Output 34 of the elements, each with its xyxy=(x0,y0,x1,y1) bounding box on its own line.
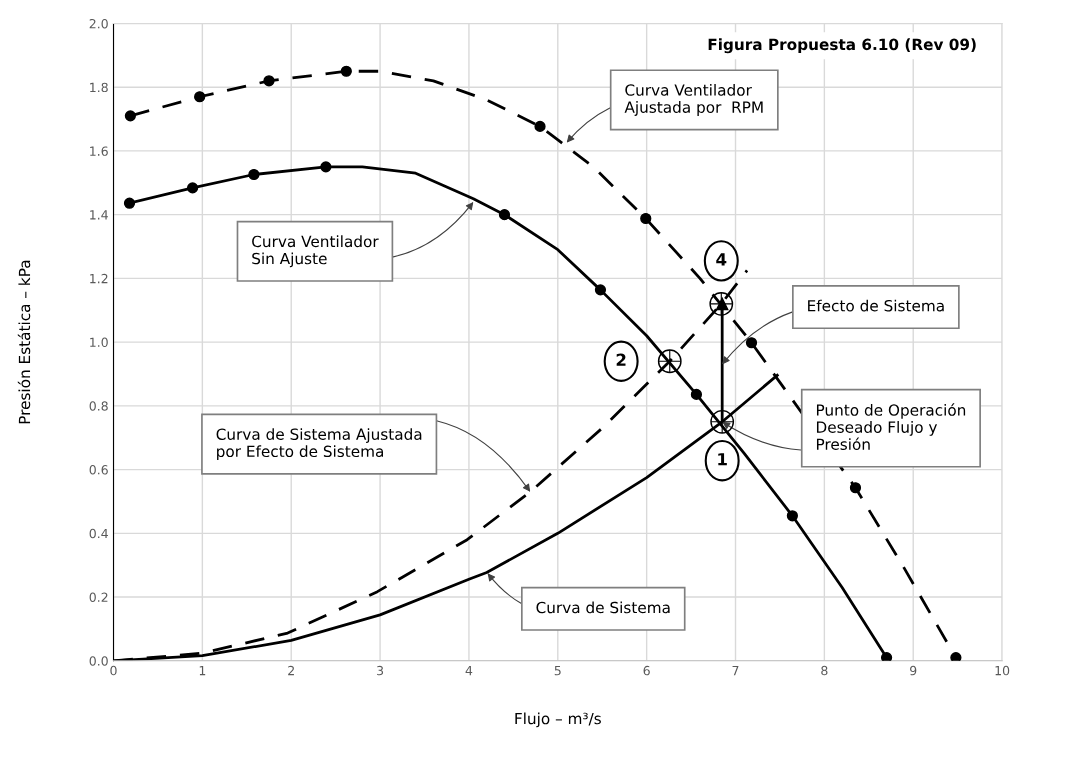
y-axis-title: Presión Estática – kPa xyxy=(17,260,31,424)
y-tick-label: 1.6 xyxy=(90,146,108,156)
annotation: Curva Ventilador Sin Ajuste xyxy=(252,235,379,268)
y-tick-label: 2.0 xyxy=(89,18,108,29)
annotation: 2 xyxy=(616,353,626,366)
y-tick-label: 0.0 xyxy=(89,656,108,666)
annotation: 1 xyxy=(718,453,727,466)
annotation: 4 xyxy=(716,253,727,266)
x-tick-label: 8 xyxy=(821,665,828,676)
x-tick-label: 7 xyxy=(732,666,739,676)
y-tick-label: 1.8 xyxy=(90,82,108,93)
x-axis-title: Flujo – m³/s xyxy=(515,712,601,728)
x-tick-label: 5 xyxy=(554,666,561,676)
annotation: Curva de Sistema xyxy=(536,601,670,614)
text: Figura Propuesta 6.10 (Rev 09) xyxy=(708,38,976,54)
y-tick-label: 1.0 xyxy=(90,337,108,348)
annotation: Curva Ventilador Ajustada por RPM xyxy=(624,83,763,116)
x-tick-label: 6 xyxy=(643,665,650,676)
y-tick-label: 1.4 xyxy=(90,210,108,220)
y-tick-label: 0.4 xyxy=(89,528,108,539)
x-tick-label: 3 xyxy=(377,665,384,676)
y-tick-label: 1.2 xyxy=(90,273,108,284)
y-tick-label: 0.2 xyxy=(89,592,108,602)
x-tick-label: 1 xyxy=(199,666,206,676)
annotation: Efecto de Sistema xyxy=(808,299,944,312)
y-tick-label: 0.8 xyxy=(89,401,108,411)
x-tick-label: 10 xyxy=(995,665,1010,676)
annotation: Curva de Sistema Ajustada por Efecto de Sistema xyxy=(216,428,422,461)
x-tick-label: 4 xyxy=(465,666,473,676)
x-tick-label: 9 xyxy=(910,665,917,676)
x-tick-label: 2 xyxy=(288,665,294,676)
x-tick-label: 0 xyxy=(110,665,117,676)
annotation: Punto de Operación Deseado Flujo y Presión xyxy=(816,403,966,451)
y-tick-label: 0.6 xyxy=(89,465,108,475)
